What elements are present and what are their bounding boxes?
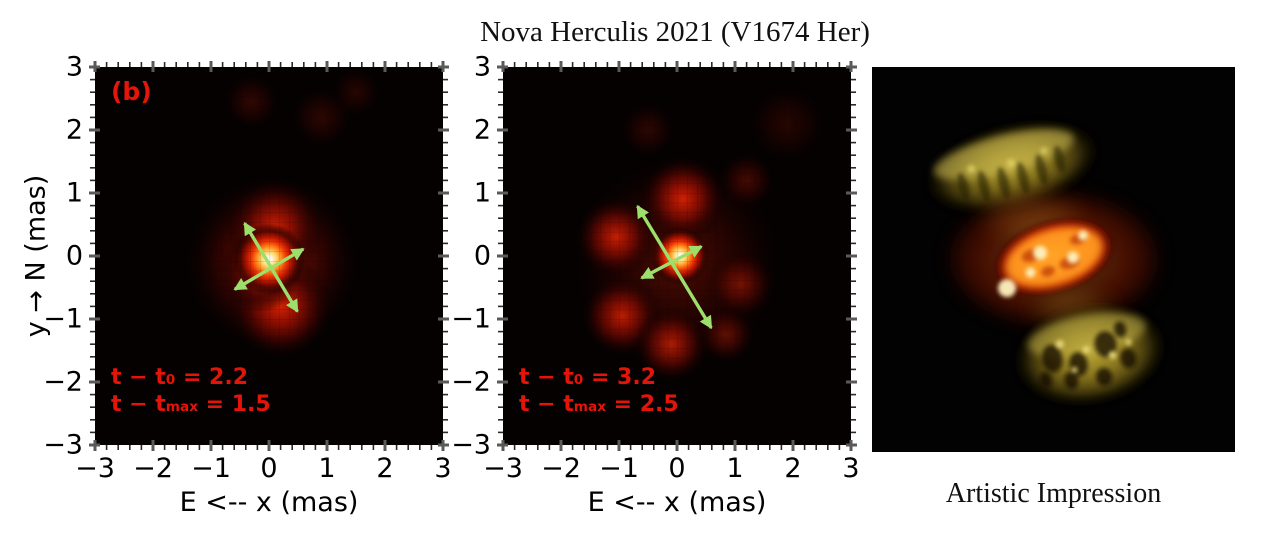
tick-label: −3 [451, 429, 491, 461]
artistic-impression-image [872, 67, 1235, 452]
annotation-pre: t − t [519, 365, 574, 391]
tick-label: 1 [65, 177, 83, 209]
epoch-annotation-1: t − t0 = 2.2 t − tmax = 1.5 [111, 365, 271, 419]
figure-title: Nova Herculis 2021 (V1674 Her) [480, 16, 870, 48]
central-fireball [991, 216, 1117, 298]
tick-label: 0 [473, 240, 491, 272]
x-tick-labels: −3 −2 −1 0 1 2 3 [75, 453, 452, 485]
x-axis-label: E <-- x (mas) [587, 487, 767, 518]
tick-label: 2 [784, 453, 802, 484]
annotation-line-1: t − t0 = 3.2 [519, 365, 679, 392]
annotation-pre: t − t [111, 392, 166, 418]
tick-label: 1 [726, 453, 744, 484]
annotation-sub: 0 [165, 372, 176, 389]
lower-ejecta-lobe [1014, 303, 1166, 405]
y-tick-labels: 3 2 1 0 −1 −2 −3 [445, 52, 495, 461]
x-tick-labels: −3 −2 −1 0 1 2 3 [483, 453, 860, 485]
annotation-post: = 1.5 [197, 392, 271, 418]
x-axis-label: E <-- x (mas) [179, 487, 359, 518]
annotation-sub: max [573, 399, 606, 416]
tick-label: 3 [65, 51, 83, 83]
y-tick-labels: 3 2 1 0 −1 −2 −3 [37, 52, 87, 461]
tick-label: −2 [43, 366, 83, 398]
annotation-post: = 2.5 [605, 392, 679, 418]
tick-label: 3 [434, 453, 452, 484]
annotation-line-1: t − t0 = 2.2 [111, 365, 271, 392]
tick-label: 1 [318, 453, 336, 484]
tick-label: −1 [599, 453, 639, 484]
artistic-impression-caption: Artistic Impression [945, 478, 1162, 509]
annotation-line-2: t − tmax = 1.5 [111, 392, 271, 419]
annotation-sub: max [165, 399, 198, 416]
tick-label: −1 [451, 303, 491, 335]
artistic-impression-panel [872, 67, 1235, 452]
annotation-pre: t − t [519, 392, 574, 418]
tick-label: 3 [842, 453, 860, 484]
epoch-annotation-2: t − t0 = 3.2 t − tmax = 2.5 [519, 365, 679, 419]
interferometric-image-epoch2 [497, 61, 857, 451]
tick-label: 0 [65, 240, 83, 272]
tick-label: −1 [191, 453, 231, 484]
tick-label: 0 [260, 453, 278, 484]
tick-label: 1 [473, 177, 491, 209]
y-axis-label: y → N (mas) [20, 174, 52, 338]
tick-label: 0 [668, 453, 686, 484]
annotation-post: = 3.2 [583, 365, 657, 391]
annotation-sub: 0 [573, 372, 584, 389]
tick-label: 3 [473, 51, 491, 83]
tick-label: −2 [451, 366, 491, 398]
tick-label: 2 [65, 114, 83, 146]
tick-label: −3 [43, 429, 83, 461]
tick-label: 2 [473, 114, 491, 146]
tick-label: −2 [133, 453, 173, 484]
tick-label: −3 [75, 453, 115, 484]
tick-label: −1 [43, 303, 83, 335]
tick-label: −2 [541, 453, 581, 484]
middle-plot: t − t0 = 3.2 t − tmax = 2.5 3 2 1 0 −1 −2 −3 −… [451, 52, 859, 519]
panel-b-plot: (b) t − t0 = 2.2 t − tmax = 1.5 3 2 1 0 −1 −2… [43, 52, 451, 519]
annotation-line-2: t − tmax = 2.5 [519, 392, 679, 419]
annotation-pre: t − t [111, 365, 166, 391]
annotation-post: = 2.2 [175, 365, 249, 391]
interferometric-image-epoch1 [89, 61, 449, 451]
panel-label: (b) [111, 77, 152, 106]
tick-label: 2 [376, 453, 394, 484]
tick-label: −3 [483, 453, 523, 484]
